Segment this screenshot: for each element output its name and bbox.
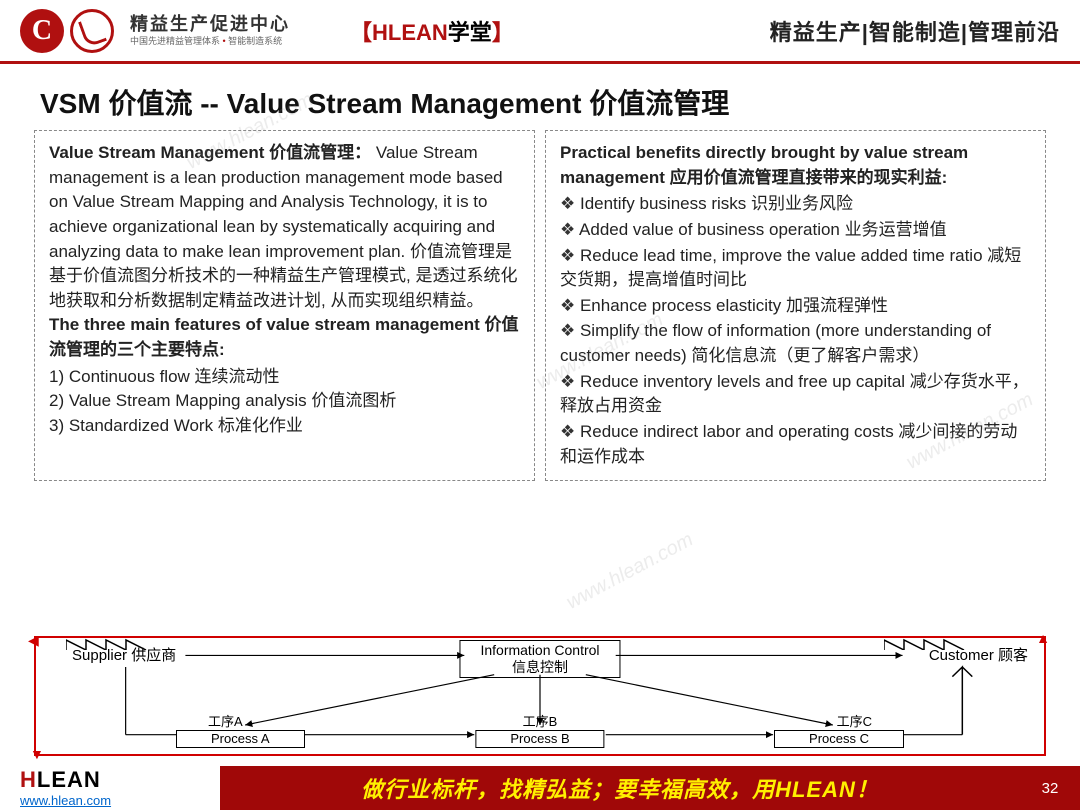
proc-a-cn: 工序A [208,711,243,730]
right-heading: Practical benefits directly brought by v… [560,141,1031,190]
logo-sub: 中国先进精益管理体系 • 智能制造系统 [130,36,290,47]
benefit-item: Added value of business operation 业务运营增值 [560,218,1031,243]
left-body: Value Stream management is a lean produc… [49,143,517,310]
benefit-item: Reduce indirect labor and operating cost… [560,420,1031,469]
proc-c-cn: 工序C [837,711,872,730]
right-box: Practical benefits directly brought by v… [545,130,1046,481]
footer-brand: HLEAN [20,768,200,792]
watermark: www.hlean.com [563,528,697,614]
process-b-box: Process B [475,730,604,748]
footer-url[interactable]: www.hlean.com [20,793,111,808]
proc-b-cn: 工序B [523,711,558,730]
header-right: 精益生产|智能制造|管理前沿 [770,15,1060,47]
feature-item: 3) Standardized Work 标准化作业 [49,414,520,439]
content-row: Value Stream Management 价值流管理： Value Str… [0,130,1080,481]
vsm-diagram: ◀ ▼ ▲ Information Control 信息控制 Supplier … [34,636,1046,756]
logo-ring-icon [70,9,114,53]
logo-main: 精益生产促进中心 [130,14,290,36]
red-arrow-icon: ▼ [30,746,44,762]
red-arrow-icon: ◀ [28,632,39,649]
logo-c-icon: C [20,9,64,53]
feature-item: 2) Value Stream Mapping analysis 价值流图析 [49,389,520,414]
customer-node: Customer 顾客 [929,648,1028,665]
left-heading: Value Stream Management 价值流管理： [49,143,371,162]
process-a-box: Process A [176,730,305,748]
supplier-node: Supplier 供应商 [72,648,176,665]
benefit-item: Reduce inventory levels and free up capi… [560,370,1031,419]
benefit-list: Identify business risks 识别业务风险 Added val… [560,192,1031,469]
benefit-item: Identify business risks 识别业务风险 [560,192,1031,217]
logo-text: 精益生产促进中心 中国先进精益管理体系 • 智能制造系统 [130,14,290,46]
logo-group: C 精益生产促进中心 中国先进精益管理体系 • 智能制造系统 [20,9,290,53]
header: C 精益生产促进中心 中国先进精益管理体系 • 智能制造系统 【HLEAN学堂】… [0,0,1080,64]
feature-item: 1) Continuous flow 连续流动性 [49,365,520,390]
left-box: Value Stream Management 价值流管理： Value Str… [34,130,535,481]
benefit-item: Reduce lead time, improve the value adde… [560,244,1031,293]
features-heading: The three main features of value stream … [49,313,520,362]
process-c-box: Process C [774,730,904,748]
feature-list: 1) Continuous flow 连续流动性 2) Value Stream… [49,365,520,439]
info-control-box: Information Control 信息控制 [459,640,620,678]
page-number: 32 [1020,766,1080,810]
footer: HLEAN www.hlean.com 做行业标杆，找精弘益；要幸福高效，用HL… [0,766,1080,810]
slide-title: VSM 价值流 -- Value Stream Management 价值流管理 [0,64,1080,130]
footer-banner: 做行业标杆，找精弘益；要幸福高效，用HLEAN！ [220,766,1020,810]
benefit-item: Enhance process elasticity 加强流程弹性 [560,294,1031,319]
header-center: 【HLEAN学堂】 [350,15,514,47]
red-arrow-icon: ▲ [1036,630,1050,646]
footer-left: HLEAN www.hlean.com [0,766,220,810]
benefit-item: Simplify the flow of information (more u… [560,319,1031,368]
